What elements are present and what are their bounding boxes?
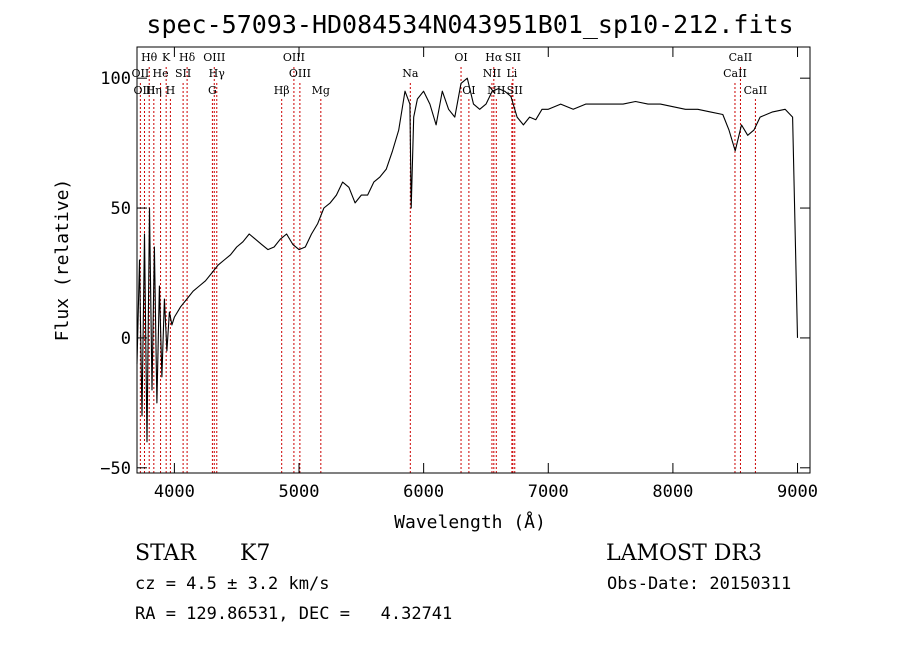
object-class: STAR	[135, 541, 197, 566]
object-subclass: K7	[240, 541, 270, 566]
x-tick-label-1: 5000	[279, 482, 320, 502]
line-label-16: Li	[506, 67, 517, 80]
line-label-27: CaII	[744, 84, 768, 97]
line-label-0: Hθ	[141, 51, 158, 64]
line-label-4: OIII	[283, 51, 305, 64]
line-label-14: Na	[402, 67, 419, 80]
x-tick-label-3: 7000	[528, 482, 569, 502]
line-label-2: Hδ	[179, 51, 196, 64]
x-tick-label-4: 8000	[652, 482, 693, 502]
line-label-6: Hα	[485, 51, 503, 64]
x-axis-label: Wavelength (Å)	[394, 511, 546, 533]
survey-name: LAMOST DR3	[606, 541, 762, 566]
line-label-21: G	[208, 84, 217, 97]
x-tick-label-2: 6000	[403, 482, 444, 502]
line-label-9: OII	[132, 67, 150, 80]
line-label-15: NII	[483, 67, 501, 80]
line-label-23: Mg	[312, 84, 330, 97]
line-label-24: OI	[462, 84, 475, 97]
line-label-20: H	[166, 84, 176, 97]
y-axis-label: Flux (relative)	[52, 179, 73, 342]
line-label-17: CaII	[723, 67, 747, 80]
line-label-1: K	[162, 51, 171, 64]
line-label-19: Hη	[146, 84, 162, 97]
y-tick-label-2: 50	[111, 199, 131, 219]
x-tick-label-0: 4000	[154, 482, 195, 502]
line-label-10: He	[153, 67, 169, 80]
y-tick-label-0: −50	[100, 459, 131, 479]
line-label-22: Hβ	[274, 84, 290, 97]
line-label-26: SII	[507, 84, 523, 97]
line-label-7: SII	[505, 51, 521, 64]
line-label-5: OI	[454, 51, 467, 64]
line-label-25: NII	[487, 84, 505, 97]
x-tick-label-5: 9000	[777, 482, 818, 502]
line-label-3: OIII	[203, 51, 225, 64]
obs-date-text: Obs-Date: 20150311	[607, 574, 791, 594]
line-label-13: OIII	[289, 67, 311, 80]
spectrum-line-0	[136, 77, 799, 443]
x-axis: 4000 5000 6000 7000 8000 9000	[154, 47, 818, 502]
radec-text: RA = 129.86531, DEC = 4.32741	[135, 604, 452, 624]
line-label-18: OIII	[133, 84, 155, 97]
spectrum-series	[136, 77, 799, 443]
redshift-text: cz = 4.5 ± 3.2 km/s	[135, 574, 329, 594]
line-label-8: CaII	[729, 51, 753, 64]
plot-frame	[136, 46, 811, 474]
y-tick-label-3: 100	[100, 69, 131, 89]
line-label-12: Hγ	[209, 67, 226, 80]
y-axis: −50 0 50 100	[100, 69, 810, 479]
chart-title: spec-57093-HD084534N043951B01_sp10-212.f…	[146, 10, 793, 39]
line-label-11: SII	[175, 67, 191, 80]
y-tick-label-1: 0	[121, 329, 131, 349]
